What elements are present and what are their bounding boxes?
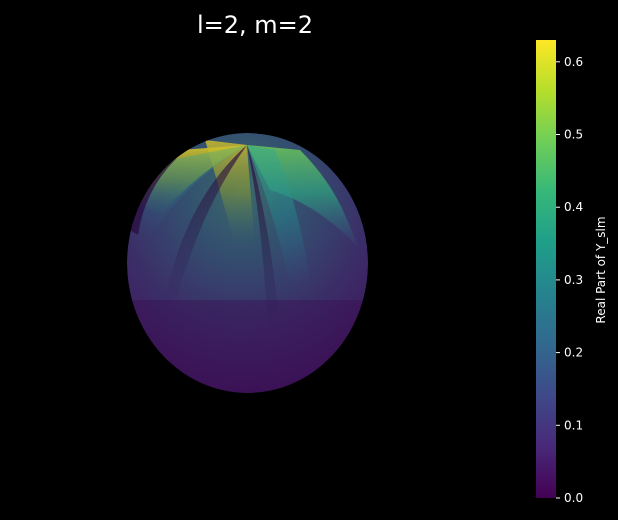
colorbar-gradient — [536, 40, 556, 498]
nodal-band-left — [165, 145, 247, 305]
lobe-teal-mid — [247, 145, 310, 285]
nodal-band-center — [247, 145, 280, 330]
colorbar-ticks: 0.0 0.1 0.2 0.3 0.4 0.5 0.6 — [556, 55, 583, 505]
colorbar: 0.0 0.1 0.2 0.3 0.4 0.5 0.6 Real Part of Y_slm — [536, 40, 608, 505]
lobe-yellow-center — [205, 140, 255, 245]
colorbar-tick-label: 0.3 — [564, 273, 583, 287]
colorbar-label: Real Part of Y_slm — [594, 216, 608, 323]
colorbar-tick-label: 0.2 — [564, 346, 583, 360]
colorbar-tick-label: 0.6 — [564, 55, 583, 69]
chart-title: l=2, m=2 — [197, 11, 313, 39]
nodal-band-edge — [130, 148, 185, 235]
colorbar-tick-label: 0.1 — [564, 418, 583, 432]
colorbar-tick-label: 0.0 — [564, 491, 583, 505]
lobe-teal-left — [135, 145, 247, 240]
colorbar-tick-label: 0.5 — [564, 128, 583, 142]
colorbar-tick-label: 0.4 — [564, 200, 583, 214]
sphere-surface — [127, 133, 368, 393]
